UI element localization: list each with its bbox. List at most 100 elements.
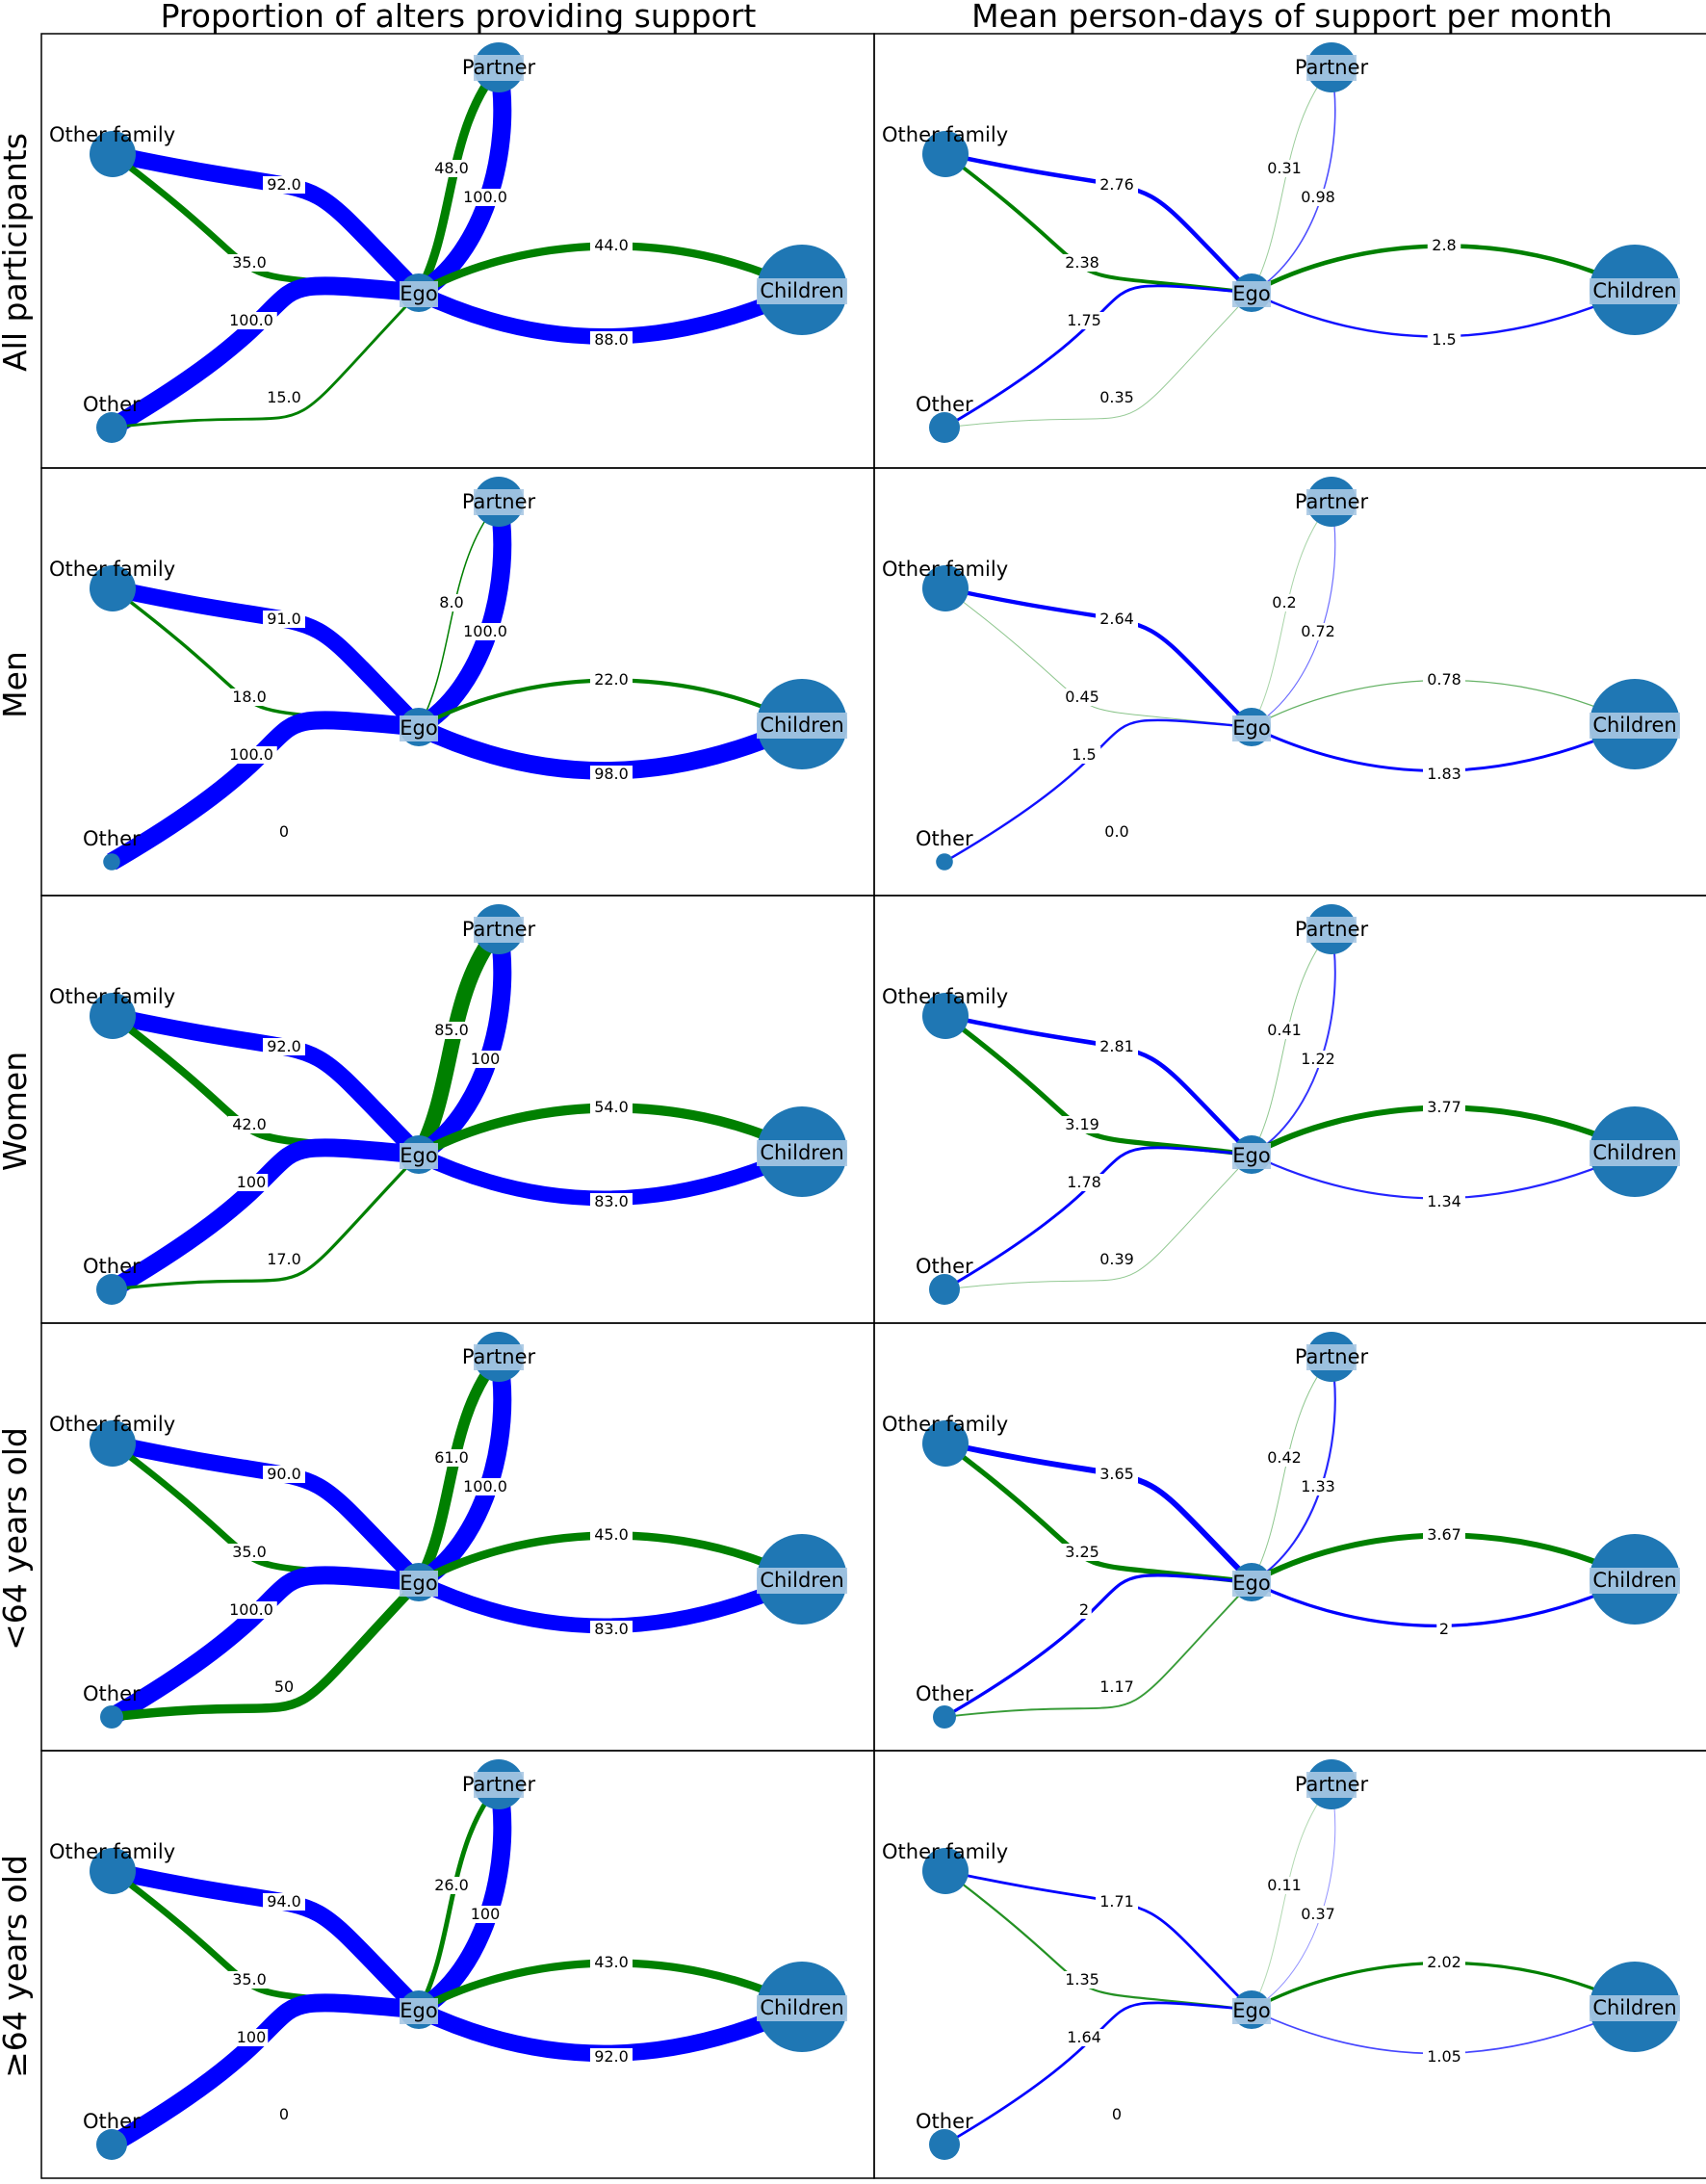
edge-label-bg: [225, 312, 277, 329]
edge-label-bg: [430, 1022, 473, 1039]
edge-label-other-green: 1.17: [1099, 1677, 1134, 1696]
node-label-ego: Ego: [1232, 282, 1270, 305]
node-label-partner: Partner: [462, 490, 536, 513]
node-label-ego: Ego: [400, 1572, 437, 1595]
edge-label-children-blue: 1.34: [1427, 1192, 1461, 1210]
node-label-other: Other: [916, 827, 973, 850]
panel-frame: [873, 1750, 1706, 2179]
edge-label-other-green: 0: [279, 2105, 289, 2123]
panel-r0-c0: 48.0100.092.035.044.088.0100.015.0Partne…: [40, 33, 875, 469]
edge-label-bg: [228, 689, 271, 706]
edge-other-family-blue: [944, 585, 1254, 729]
edge-label-bg: [590, 331, 633, 349]
edges: [107, 65, 806, 436]
edge-other-blue: [943, 1573, 1253, 1719]
edges: [943, 66, 1637, 429]
edge-label-children-blue: 1.5: [1432, 330, 1456, 349]
node-other: [96, 1274, 127, 1305]
edge-other-family-green: [943, 1013, 1253, 1157]
node-label-band: [400, 715, 438, 741]
edge-label-bg: [1096, 1038, 1138, 1055]
edge-label-bg: [1061, 1971, 1103, 1989]
edge-label-children-green: 3.67: [1427, 1525, 1461, 1544]
edge-partner-blue: [1251, 66, 1336, 294]
node-label-other-family: Other family: [882, 558, 1008, 581]
panel-r1-c1: 0.2 0.72 2.64 0.45 0.78 1.83 1.5 0.0 Partner Othe…: [873, 467, 1706, 897]
edge-label-other-green: 0: [1112, 2105, 1122, 2123]
edges: [943, 1783, 1636, 2146]
edge-label-children-blue: 1.05: [1427, 2047, 1461, 2066]
edge-label-children-green: 22.0: [594, 670, 629, 689]
edge-label-other-family-green: 35.0: [232, 253, 267, 272]
panel-frame: [873, 895, 1706, 1324]
edge-other-family-blue: [111, 580, 426, 734]
node-label-other: Other: [916, 1255, 973, 1278]
edge-labels: 61.0 100.0 90.0 35.0 45.0 83.0 100.0 50: [225, 1448, 633, 1696]
edge-label-bg: [590, 237, 633, 254]
node-other: [96, 412, 127, 443]
edge-label-bg: [590, 1193, 633, 1210]
edge-label-bg: [276, 823, 292, 841]
edge-other-blue: [943, 2001, 1253, 2146]
edge-label-bg: [225, 746, 277, 764]
edge-partner-green: [415, 65, 503, 296]
edges: [943, 1356, 1637, 1719]
node-other-family: [922, 993, 969, 1039]
edge-label-partner-blue: 100.0: [463, 1477, 507, 1495]
edge-label-bg: [263, 176, 305, 194]
node-label-partner: Partner: [1295, 56, 1369, 79]
edge-label-bg: [1427, 331, 1461, 349]
node-label-band: [1232, 1571, 1271, 1597]
edge-label-other-family-blue: 2.64: [1099, 610, 1134, 628]
node-label-other: Other: [83, 393, 141, 416]
edge-other-blue: [107, 711, 420, 871]
edge-label-bg: [1061, 1544, 1103, 1561]
edge-other-blue: [943, 284, 1253, 429]
edge-other-green: [943, 292, 1253, 429]
edge-label-bg: [1263, 1449, 1305, 1467]
edge-label-children-green: 54.0: [594, 1098, 629, 1116]
edge-label-other-green: 50: [274, 1677, 294, 1696]
edge-partner-blue: [413, 500, 512, 736]
edge-partner-green: [416, 1782, 501, 2012]
edge-label-bg: [590, 1526, 633, 1544]
node-label-children: Children: [1592, 1141, 1676, 1164]
edge-label-partner-blue: 1.33: [1301, 1477, 1335, 1495]
edge-label-bg: [590, 2048, 633, 2066]
nodes: [922, 477, 1680, 871]
edge-label-bg: [263, 389, 305, 406]
edge-label-partner-green: 0.31: [1267, 159, 1302, 177]
edge-label-other-family-blue: 92.0: [267, 1037, 301, 1055]
edge-label-children-blue: 83.0: [594, 1620, 629, 1638]
node-label-ego: Ego: [1232, 1144, 1270, 1167]
edge-label-other-family-blue: 1.71: [1099, 1892, 1134, 1911]
edge-label-other-family-blue: 2.81: [1099, 1037, 1134, 1055]
node-label-band: [1590, 713, 1680, 739]
edge-label-other-family-green: 35.0: [232, 1543, 267, 1561]
edge-label-partner-blue: 1.22: [1301, 1050, 1335, 1068]
edge-label-partner-green: 0.2: [1272, 593, 1296, 611]
node-other-family: [922, 1420, 969, 1467]
edge-label-other-family-blue: 3.65: [1099, 1465, 1134, 1483]
node-label-band: [1232, 281, 1271, 307]
edge-partner-blue: [1251, 501, 1336, 728]
node-label-band: [757, 1568, 847, 1594]
edge-label-other-family-blue: 91.0: [267, 610, 301, 628]
edge-label-other-family-green: 18.0: [232, 688, 267, 706]
node-label-band: [474, 1772, 524, 1798]
edge-labels: 0.41 1.22 2.81 3.19 3.77 1.34 1.78 0.39: [1061, 1021, 1465, 1268]
node-label-band: [474, 1344, 524, 1370]
edge-other-green: [943, 1154, 1253, 1290]
network-panels: 48.0100.092.035.044.088.0100.015.0Partne…: [40, 33, 1706, 2179]
edge-label-bg: [590, 1621, 633, 1638]
edge-label-children-green: 45.0: [594, 1525, 629, 1544]
node-label-other-family: Other family: [882, 1413, 1008, 1436]
edge-label-partner-green: 61.0: [434, 1448, 469, 1467]
node-label-other-family: Other family: [882, 1840, 1008, 1863]
node-other-family: [922, 1848, 969, 1894]
node-labels: Partner Other family Children Other Ego: [49, 918, 844, 1278]
edge-label-partner-blue: 0.37: [1301, 1905, 1335, 1923]
edge-label-other-green: 15.0: [267, 388, 301, 406]
